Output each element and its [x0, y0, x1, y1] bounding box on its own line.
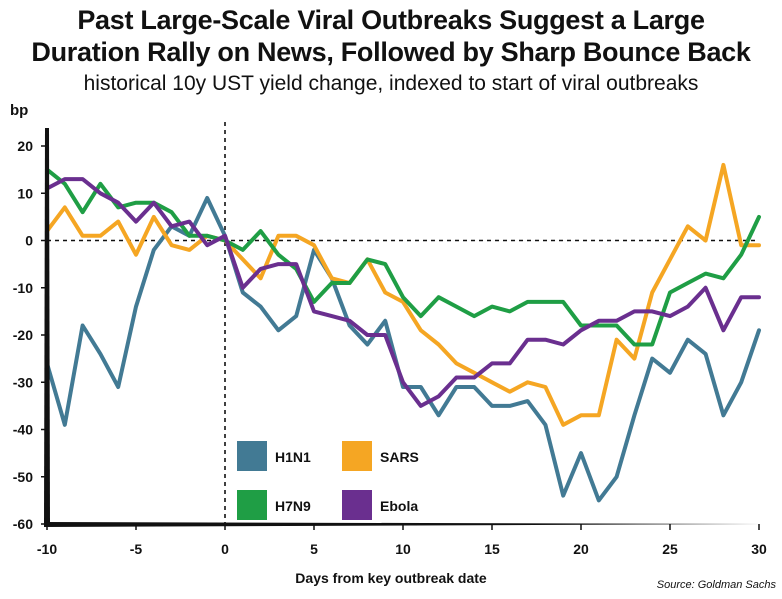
y-tick-label: -60 [13, 516, 33, 532]
legend: H1N1 SARS H7N9 Ebola [237, 441, 419, 520]
x-axis-line [44, 522, 765, 527]
y-tick-label: -30 [13, 374, 33, 390]
x-tick-label: 25 [662, 541, 678, 557]
series-line-sars [45, 162, 761, 427]
series-lines [45, 162, 761, 503]
source-note: Source: Goldman Sachs [656, 579, 776, 591]
y-tick-label: 10 [17, 185, 33, 201]
legend-swatch-h1n1 [237, 441, 267, 471]
legend-swatch-ebola [342, 490, 372, 520]
x-tick-label: 0 [221, 541, 229, 557]
series-line-ebola [45, 177, 761, 408]
y-tick-label: -50 [13, 469, 33, 485]
x-tick-label: -10 [37, 541, 57, 557]
legend-label-h7n9: H7N9 [275, 498, 311, 514]
x-axis-label: Days from key outbreak date [295, 570, 487, 586]
series-line-h7n9 [45, 167, 761, 347]
legend-label-ebola: Ebola [380, 498, 418, 514]
y-tick-label: 0 [25, 233, 33, 249]
legend-label-sars: SARS [380, 449, 419, 465]
x-tick-label: 15 [484, 541, 500, 557]
chart-title-line-1: Past Large-Scale Viral Outbreaks Suggest… [77, 5, 705, 35]
y-tick-label: -40 [13, 422, 33, 438]
x-tick-label: 20 [573, 541, 589, 557]
y-tick-label: -10 [13, 280, 33, 296]
chart-title: Past Large-Scale Viral Outbreaks Suggest… [0, 4, 782, 68]
y-tick-label: -20 [13, 327, 33, 343]
y-axis-unit-label: bp [10, 102, 29, 119]
legend-swatch-sars [342, 441, 372, 471]
reference-lines [47, 122, 759, 524]
legend-label-h1n1: H1N1 [275, 449, 311, 465]
chart-subtitle: historical 10y UST yield change, indexed… [83, 72, 699, 95]
legend-swatch-h7n9 [237, 490, 267, 520]
y-axis-line [44, 128, 50, 524]
chart-title-line-2: Duration Rally on News, Followed by Shar… [31, 37, 751, 67]
x-tick-label: 5 [310, 541, 318, 557]
y-tick-label: 20 [17, 138, 33, 154]
x-tick-label: -5 [130, 541, 143, 557]
x-tick-label: 30 [751, 541, 767, 557]
x-tick-label: 10 [395, 541, 411, 557]
